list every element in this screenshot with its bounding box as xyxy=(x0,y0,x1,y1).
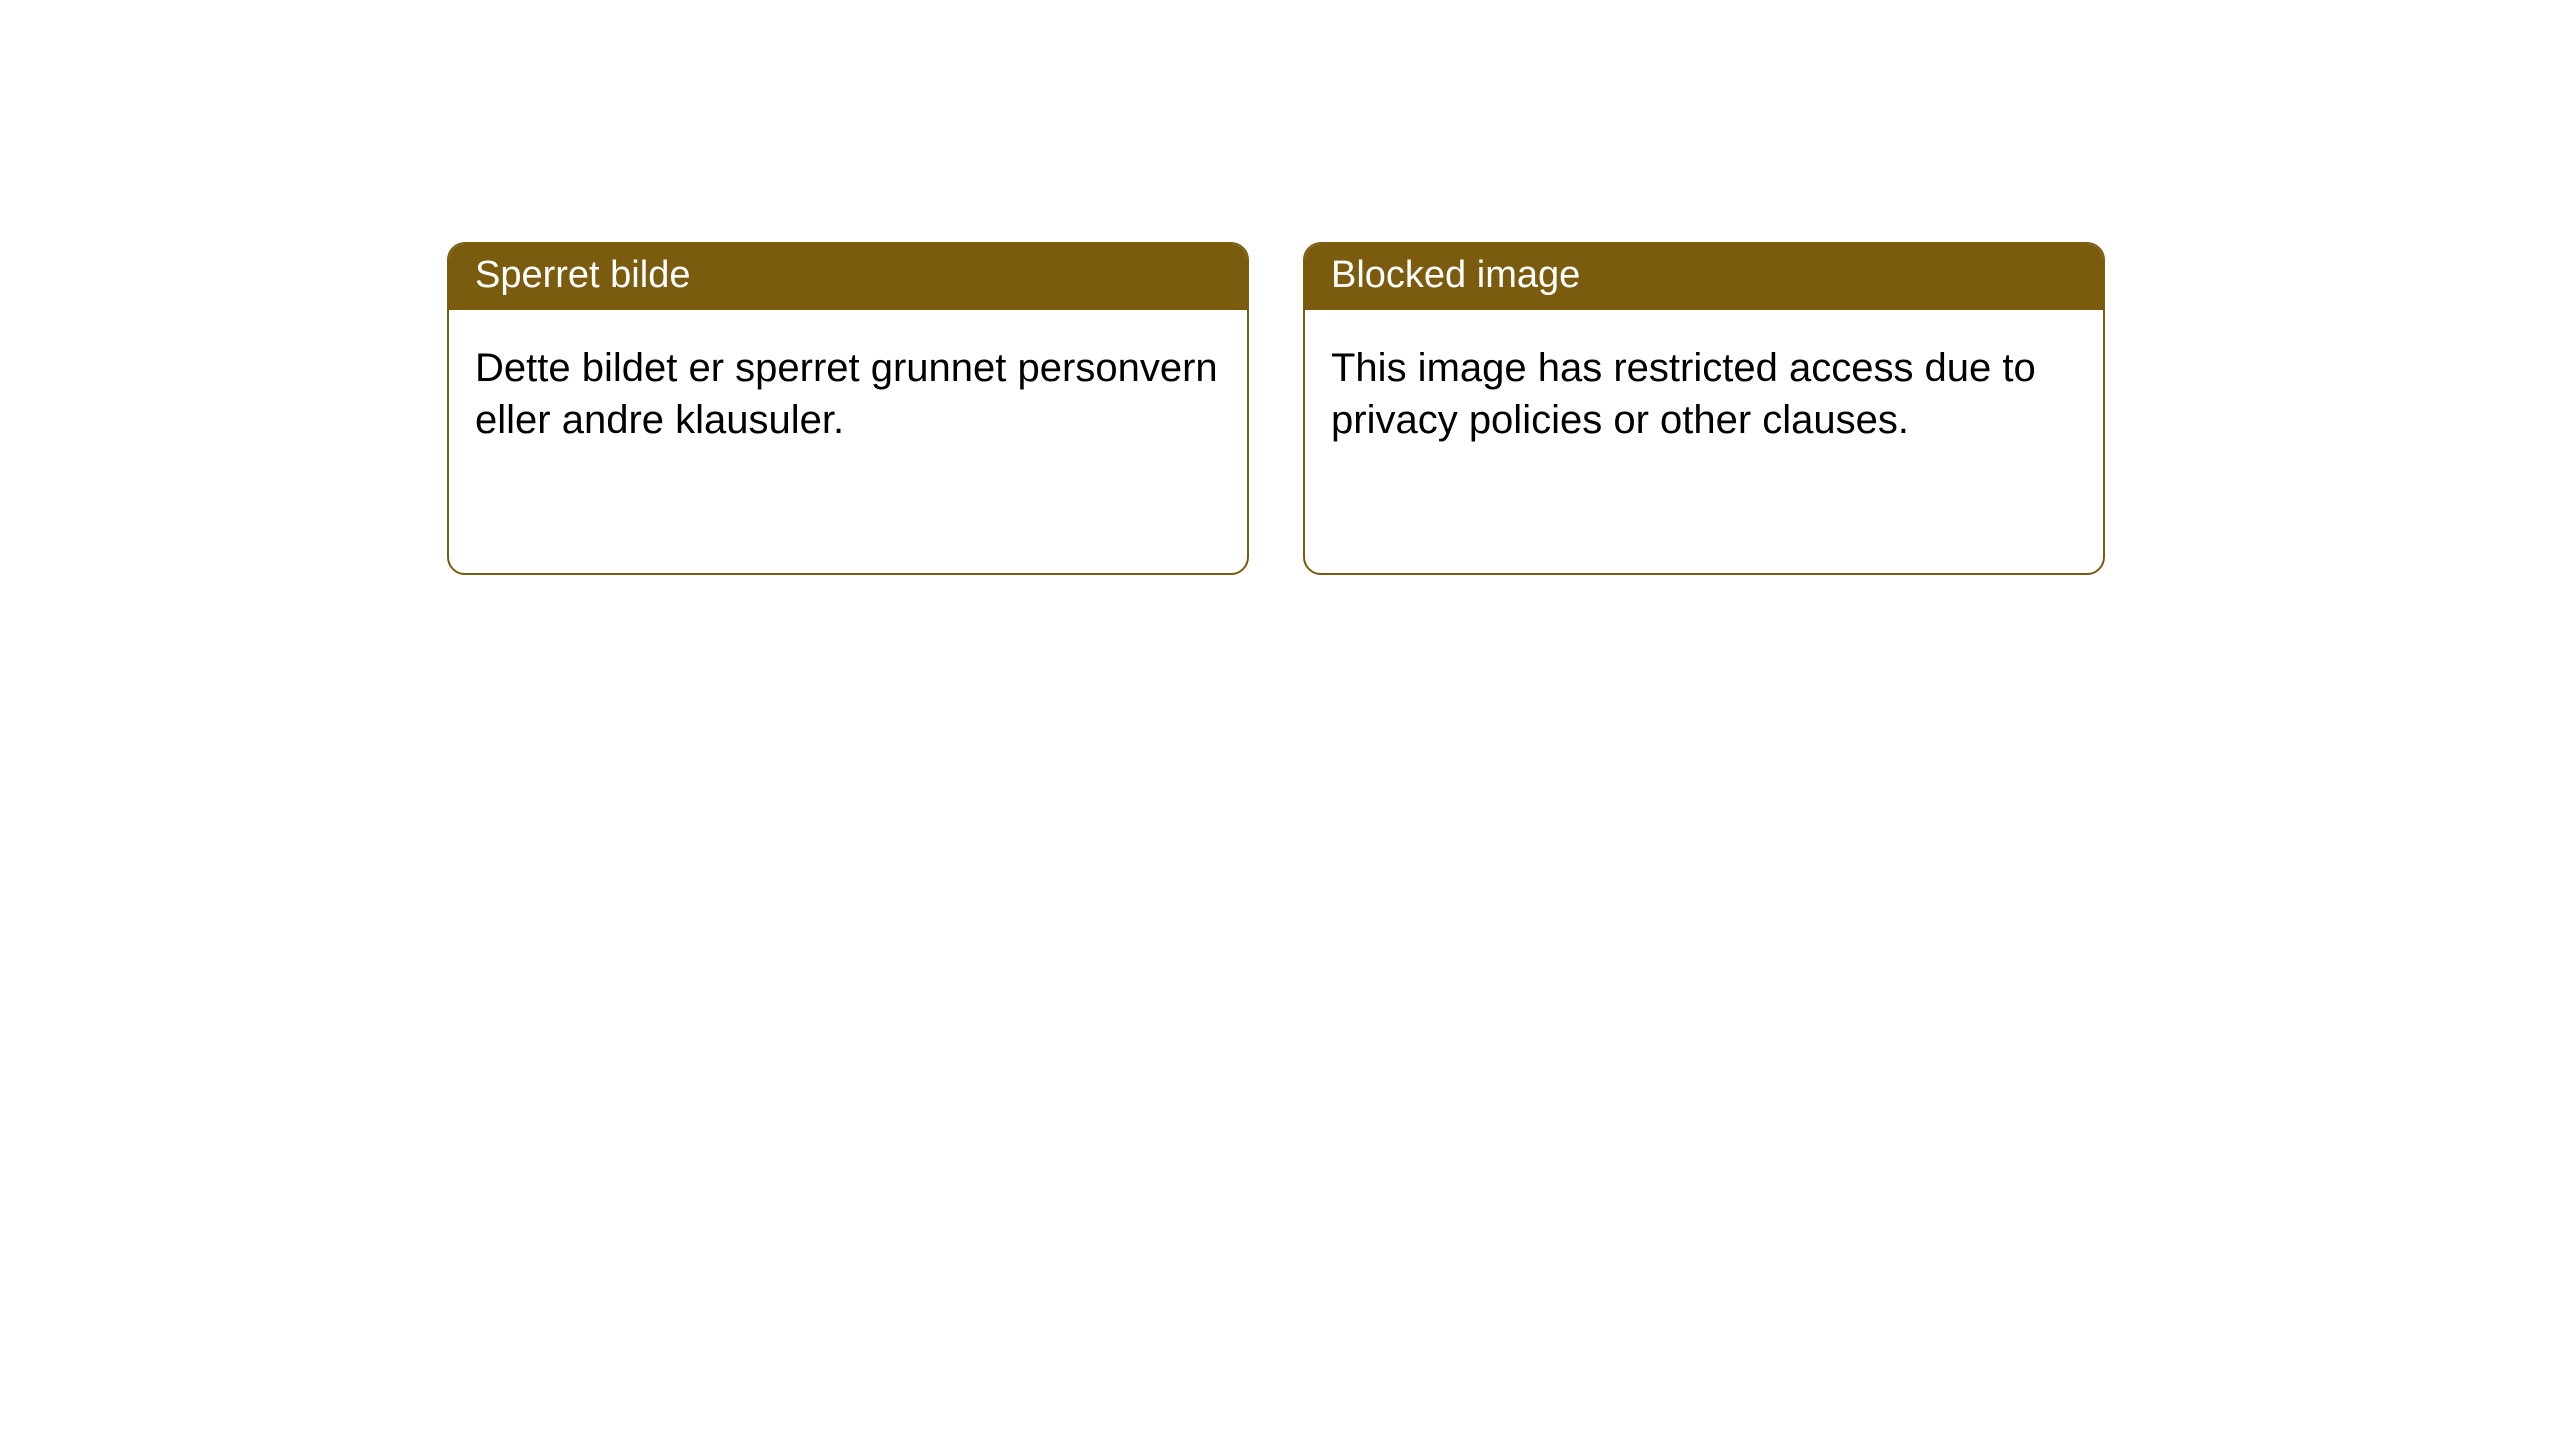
notice-header: Sperret bilde xyxy=(449,244,1247,310)
notice-box-norwegian: Sperret bilde Dette bildet er sperret gr… xyxy=(447,242,1249,575)
notice-header: Blocked image xyxy=(1305,244,2103,310)
notice-body: This image has restricted access due to … xyxy=(1305,310,2103,478)
notice-body: Dette bildet er sperret grunnet personve… xyxy=(449,310,1247,478)
notice-container: Sperret bilde Dette bildet er sperret gr… xyxy=(0,0,2560,575)
notice-box-english: Blocked image This image has restricted … xyxy=(1303,242,2105,575)
